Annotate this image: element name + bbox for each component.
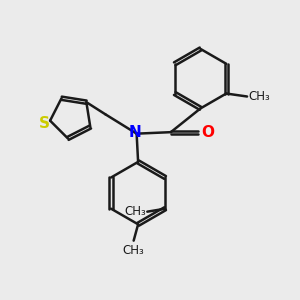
Text: S: S (39, 116, 50, 131)
Text: CH₃: CH₃ (249, 90, 270, 103)
Text: O: O (201, 125, 214, 140)
Text: N: N (129, 125, 142, 140)
Text: CH₃: CH₃ (123, 244, 145, 257)
Text: CH₃: CH₃ (124, 205, 146, 218)
